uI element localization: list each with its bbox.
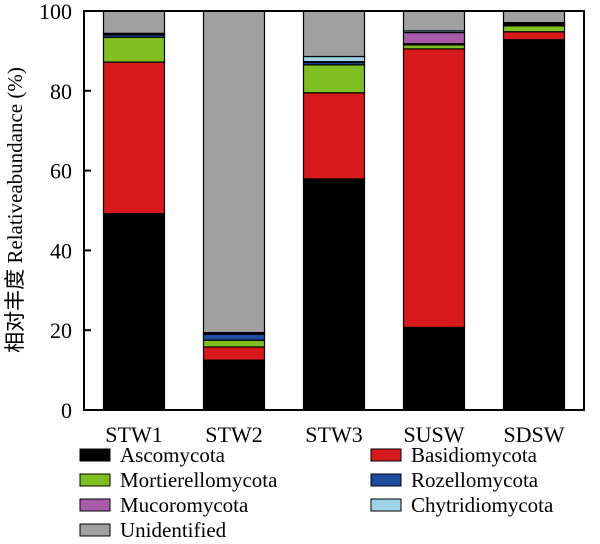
bars-layer [102,10,566,411]
bar-segment-ascomycota-stw2 [202,359,266,411]
x-tick-label: SDSW [503,422,564,447]
legend-swatch-mucoromycota [79,498,111,512]
bar-segment-unidentified-sdsw [502,10,566,24]
bar-segment-basidiomycota-stw2 [202,346,266,361]
y-tick-label: 20 [50,318,72,343]
bar-segment-ascomycota-susw [402,326,466,411]
y-tick-label: 80 [50,79,72,104]
bar-segment-chytridiomycota-stw3 [302,55,366,63]
y-tick-label: 60 [50,159,72,184]
plot-frame [83,10,585,411]
bar-segment-rozellomycota-stw2 [202,333,266,341]
x-tick-label: STW1 [105,422,162,447]
bar-segment-unidentified-stw2 [202,10,266,334]
legend-label-mortierellomycota: Mortierellomycota [120,468,278,492]
legend-swatch-unidentified [79,523,111,537]
legend-label-mucoromycota: Mucoromycota [120,493,249,517]
legend-label-unidentified: Unidentified [120,518,227,542]
bar-segment-ascomycota-stw1 [102,213,166,411]
axes-layer [83,10,585,411]
bar-segment-unidentified-stw1 [102,10,166,34]
bar-segment-ascomycota-sdsw [502,39,566,411]
y-tick-label: 40 [50,238,72,263]
bar-segment-basidiomycota-stw3 [302,92,366,180]
bar-segment-basidiomycota-susw [402,48,466,329]
bar-segment-basidiomycota-stw1 [102,61,166,215]
x-tick-label: STW2 [205,422,262,447]
y-tick-label: 100 [39,0,72,24]
bar-segment-mortierellomycota-stw2 [202,339,266,348]
x-tick-label: SUSW [403,422,464,447]
y-tick-label: 0 [61,398,72,423]
bar-segment-mortierellomycota-sdsw [502,25,566,33]
legend-label-basidiomycota: Basidiomycota [411,443,538,467]
legend-label-ascomycota: Ascomycota [120,443,226,467]
legend-label-rozellomycota: Rozellomycota [411,468,539,492]
x-tick-label: STW3 [305,422,362,447]
bar-segment-ascomycota-stw3 [302,178,366,411]
bar-segment-mortierellomycota-stw3 [302,64,366,94]
legend-swatch-mortierellomycota [79,473,111,487]
bar-segment-basidiomycota-sdsw [502,31,566,41]
legend: Ascomycota Basidiomycota Mortierellomycota… [79,443,554,542]
bar-segment-unidentified-stw3 [302,10,366,58]
legend-swatch-ascomycota [79,448,111,462]
bar-segment-mortierellomycota-stw1 [102,36,166,63]
bar-segment-mucoromycota-susw [402,31,466,45]
bar-segment-unidentified-susw [402,10,466,32]
legend-swatch-basidiomycota [370,448,402,462]
legend-label-chytridiomycota: Chytridiomycota [411,493,554,517]
y-axis-label: 相对丰度 Relativeabundance (%) [3,67,27,353]
legend-swatch-rozellomycota [370,473,402,487]
ticks-layer: STW1 STW2 STW3 SUSW SDSW 0 20 40 60 80 100 [39,0,565,447]
legend-swatch-chytridiomycota [370,498,402,512]
